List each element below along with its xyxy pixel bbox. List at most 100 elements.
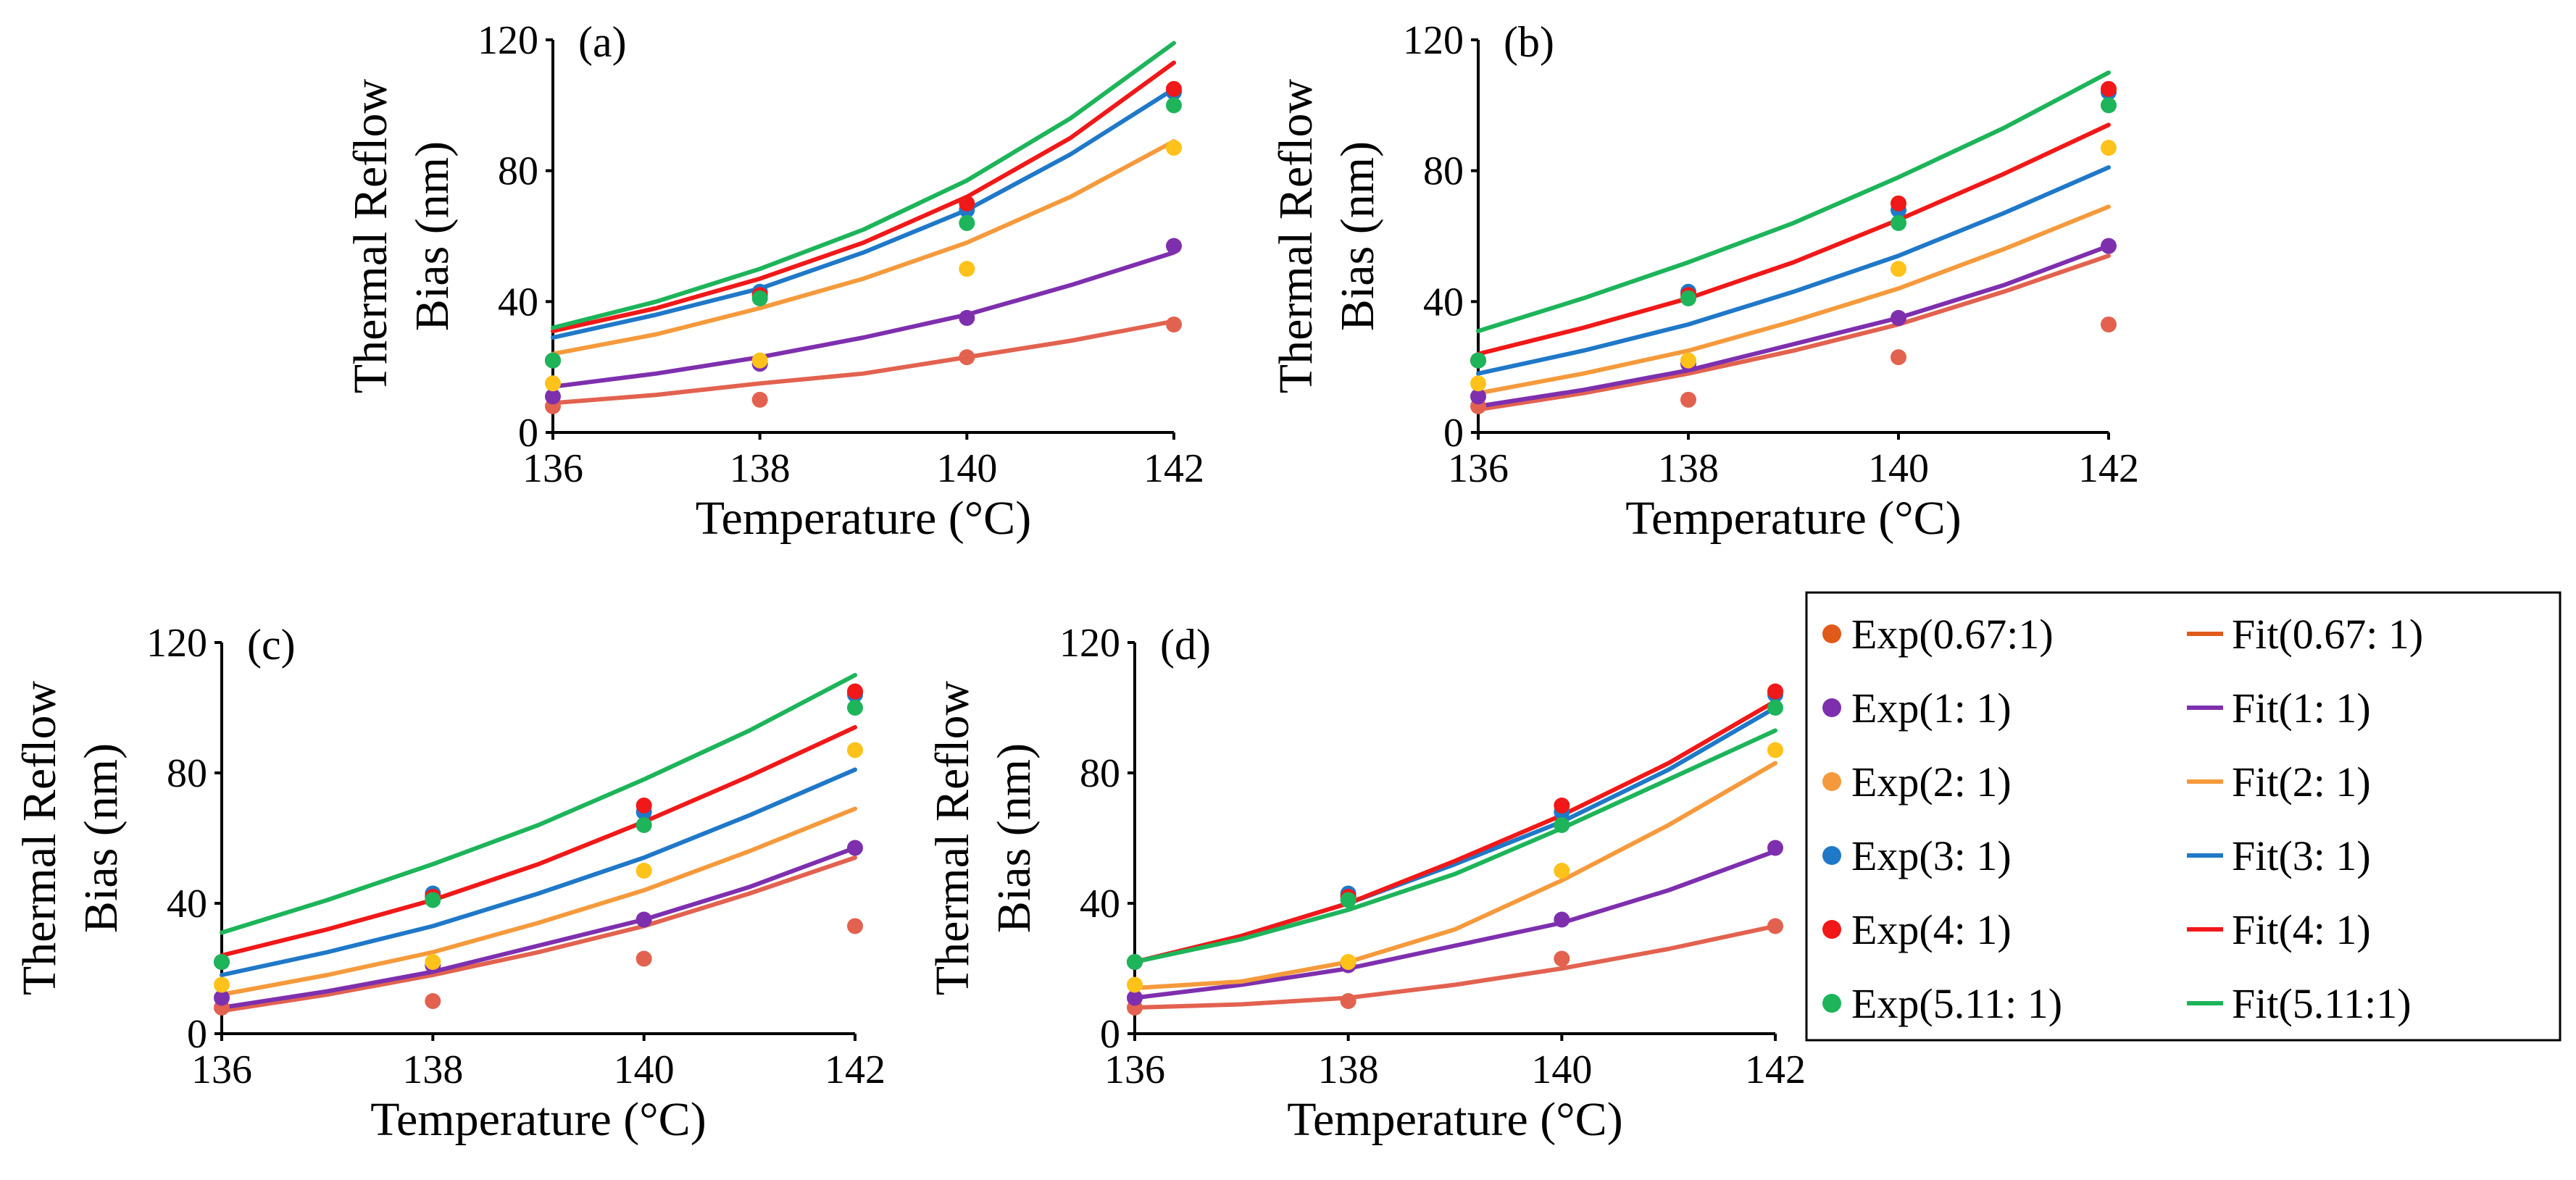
y-tick-label: 120 [1403, 18, 1464, 63]
fit-line [220, 673, 857, 935]
data-point [751, 290, 768, 306]
x-tick-label: 136 [1104, 1047, 1165, 1092]
x-tick-label: 136 [522, 446, 583, 491]
y-tick-label: 80 [1080, 751, 1120, 796]
data-point [1340, 892, 1356, 908]
data-point [1340, 954, 1356, 970]
data-point [1767, 840, 1783, 856]
y-tick-label: 80 [167, 751, 207, 796]
data-point [1767, 918, 1783, 934]
fit-line [1133, 699, 1777, 964]
x-axis-label: Temperature (°C) [696, 492, 1031, 545]
y-tick-label: 40 [1423, 280, 1464, 325]
x-tick-label: 140 [936, 446, 997, 491]
legend-label: Exp(3: 1) [1851, 832, 2012, 879]
fit-line [220, 725, 857, 958]
legend-label: Exp(1: 1) [1851, 685, 2012, 732]
y-tick-label: 80 [498, 149, 538, 194]
x-tick-label: 136 [191, 1047, 252, 1092]
data-point [1470, 352, 1486, 369]
data-point [214, 954, 230, 970]
data-point [1891, 261, 1906, 277]
fit-line [1133, 706, 1777, 964]
data-point [2101, 80, 2117, 97]
data-point [214, 989, 230, 1006]
data-point [1680, 290, 1696, 306]
data-point [1554, 950, 1570, 967]
y-tick-label: 40 [498, 280, 538, 325]
data-point [1340, 993, 1356, 1009]
legend-marker [1822, 772, 1841, 791]
chart-panel-2: 0 40 80 120 136 138 140 142 Temperature (°C) Ther… [1270, 18, 2139, 545]
data-point [1554, 911, 1570, 928]
data-point [1166, 80, 1182, 97]
data-point [635, 911, 652, 928]
data-point [2101, 140, 2117, 156]
data-point [545, 375, 561, 392]
y-tick-label: 40 [167, 882, 207, 926]
fit-line [551, 319, 1176, 406]
data-point [1891, 195, 1906, 212]
legend-marker [1822, 920, 1841, 939]
y-axis-label: Thermal Reflow [13, 680, 66, 995]
legend-label: Exp(2: 1) [1851, 758, 2012, 806]
data-point [959, 195, 975, 212]
legend-label: Exp(5.11: 1) [1851, 980, 2062, 1027]
x-tick-label: 142 [1745, 1047, 1806, 1092]
panel-label: (c) [247, 621, 296, 669]
data-point [1680, 391, 1696, 408]
data-point [1470, 388, 1486, 405]
data-point [635, 817, 652, 833]
y-tick-label: 120 [478, 18, 538, 63]
x-tick-label: 142 [1143, 446, 1204, 491]
legend-label: Fit(1: 1) [2232, 685, 2371, 732]
y-axis-label: Thermal Reflow [1270, 78, 1322, 393]
data-point [425, 892, 441, 908]
x-axis-label: Temperature (°C) [1625, 492, 1961, 545]
x-tick-label: 140 [614, 1047, 675, 1092]
y-axis-label: Bias (nm) [988, 743, 1041, 933]
fit-line [1476, 165, 2111, 376]
data-point [1891, 349, 1906, 366]
data-point [635, 950, 652, 967]
data-point [1127, 976, 1143, 993]
fit-line [220, 767, 857, 977]
x-axis-label: Temperature (°C) [1287, 1093, 1622, 1146]
legend-box [1805, 591, 2562, 1042]
x-tick-label: 140 [1531, 1047, 1592, 1092]
data-point [425, 954, 441, 970]
x-tick-label: 138 [1658, 446, 1719, 491]
y-tick-label: 40 [1080, 882, 1120, 926]
y-axis-label: Thermal Reflow [926, 680, 979, 995]
legend-label: Fit(5.11:1) [2232, 980, 2412, 1027]
y-tick-label: 0 [187, 1012, 207, 1057]
chart-panel-1: 0 40 80 120 136 138 140 142 Temperature (°C) Ther… [344, 18, 1204, 545]
fit-line [1133, 849, 1777, 1000]
data-point [2101, 316, 2117, 332]
data-point [1166, 140, 1182, 156]
panel-label: (d) [1160, 621, 1211, 669]
x-axis-label: Temperature (°C) [370, 1093, 706, 1146]
data-point [635, 863, 652, 879]
data-point [1127, 954, 1143, 970]
data-point [959, 214, 975, 231]
chart-panel-4: 0 40 80 120 136 138 140 142 Temperature (°C) Ther… [926, 621, 1806, 1146]
y-tick-label: 0 [1100, 1012, 1120, 1057]
data-point [847, 840, 863, 856]
data-point [751, 352, 768, 369]
y-axis-label: Thermal Reflow [344, 78, 397, 393]
y-axis-label: Bias (nm) [406, 141, 459, 331]
fit-line [220, 845, 857, 1010]
data-point [1166, 316, 1182, 332]
data-point [847, 700, 863, 716]
legend-label: Fit(3: 1) [2232, 832, 2371, 879]
fit-line [1133, 761, 1777, 990]
fit-line [551, 86, 1176, 340]
data-point [751, 391, 768, 408]
fit-line [551, 41, 1176, 330]
fit-line [551, 250, 1176, 389]
panel-label: (b) [1504, 18, 1554, 66]
data-point [1767, 742, 1783, 758]
data-point [425, 993, 441, 1009]
legend-label: Exp(4: 1) [1851, 906, 2012, 953]
